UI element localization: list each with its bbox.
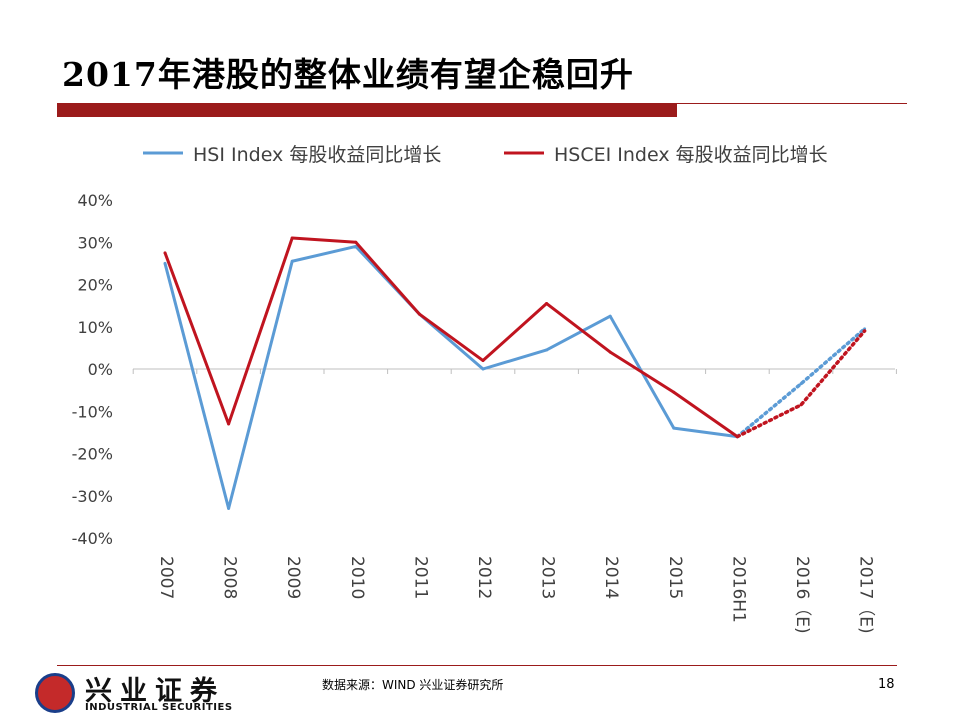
data-point-hsi[interactable] xyxy=(163,261,167,265)
x-tick-label: 2008 xyxy=(220,556,240,599)
data-point-hsi[interactable] xyxy=(290,259,294,263)
page-number: 18 xyxy=(878,677,895,692)
data-point-hsi[interactable] xyxy=(227,506,231,510)
data-point-hsi[interactable] xyxy=(481,367,485,371)
x-tick-label: 2014 xyxy=(601,556,621,599)
x-tick-label: 2011 xyxy=(410,556,430,599)
x-tick-label: 2015 xyxy=(665,556,685,599)
y-tick-label: -20% xyxy=(72,445,113,464)
y-tick-label: 0% xyxy=(88,360,113,379)
data-point-hscei[interactable] xyxy=(481,359,485,363)
y-tick-label: 30% xyxy=(77,233,113,252)
x-tick-label: 2013 xyxy=(538,556,558,599)
legend-label-hscei[interactable]: HSCEI Index 每股收益同比增长 xyxy=(554,144,828,166)
data-point-hscei[interactable] xyxy=(227,422,231,426)
data-point-hscei[interactable] xyxy=(735,435,739,439)
title-rule-line xyxy=(677,103,907,104)
logo-chinese-name: 兴业证券 xyxy=(85,676,225,707)
title-accent-bar xyxy=(57,103,677,117)
y-tick-label: 10% xyxy=(77,318,113,337)
y-tick-label: -10% xyxy=(72,402,113,421)
chart-axes: 40% 30% 20% 10% 0% -10% -20% -30% -40% 2007 2008 20… xyxy=(72,191,897,634)
data-source-note: 数据来源：WIND 兴业证券研究所 xyxy=(322,678,504,692)
data-point-hscei[interactable] xyxy=(672,390,676,394)
chart-plot-area xyxy=(163,236,867,510)
x-tick-label: 2016H1 xyxy=(728,556,748,623)
page-title: 2017年港股的整体业绩有望企稳回升 xyxy=(62,55,634,94)
y-tick-label: -30% xyxy=(72,487,113,506)
y-tick-label: -40% xyxy=(72,529,113,548)
company-logo: 兴业证券 INDUSTRIAL SECURITIES xyxy=(35,669,265,717)
data-point-hsi[interactable] xyxy=(608,314,612,318)
data-point-hscei[interactable] xyxy=(608,350,612,354)
data-point-hsi[interactable] xyxy=(354,244,358,248)
x-tick-label: 2016（E) xyxy=(792,556,812,634)
data-point-hsi[interactable] xyxy=(799,382,803,386)
data-point-hscei[interactable] xyxy=(799,403,803,407)
logo-english-name: INDUSTRIAL SECURITIES xyxy=(85,702,233,713)
footer-rule xyxy=(57,665,897,666)
x-tick-label: 2010 xyxy=(347,556,367,599)
data-point-hscei[interactable] xyxy=(290,236,294,240)
x-tick-label: 2017（E) xyxy=(856,556,876,634)
chart-legend: HSI Index 每股收益同比增长 HSCEI Index 每股收益同比增长 xyxy=(143,144,828,166)
data-point-hsi[interactable] xyxy=(672,426,676,430)
data-point-hscei[interactable] xyxy=(163,251,167,255)
legend-label-hsi[interactable]: HSI Index 每股收益同比增长 xyxy=(193,144,441,166)
y-tick-label: 20% xyxy=(77,276,113,295)
x-tick-label: 2012 xyxy=(474,556,494,599)
data-point-hsi[interactable] xyxy=(545,348,549,352)
data-point-hscei[interactable] xyxy=(417,312,421,316)
data-point-hscei[interactable] xyxy=(545,302,549,306)
series-line-hscei[interactable] xyxy=(163,236,739,438)
y-tick-label: 40% xyxy=(77,191,113,210)
x-tick-label: 2009 xyxy=(283,556,303,599)
data-point-hscei[interactable] xyxy=(354,240,358,244)
x-tick-label: 2007 xyxy=(156,556,176,599)
logo-emblem-icon xyxy=(35,673,75,713)
data-point-hscei[interactable] xyxy=(863,329,867,333)
eps-growth-line-chart: HSI Index 每股收益同比增长 HSCEI Index 每股收益同比增长 … xyxy=(72,144,897,634)
